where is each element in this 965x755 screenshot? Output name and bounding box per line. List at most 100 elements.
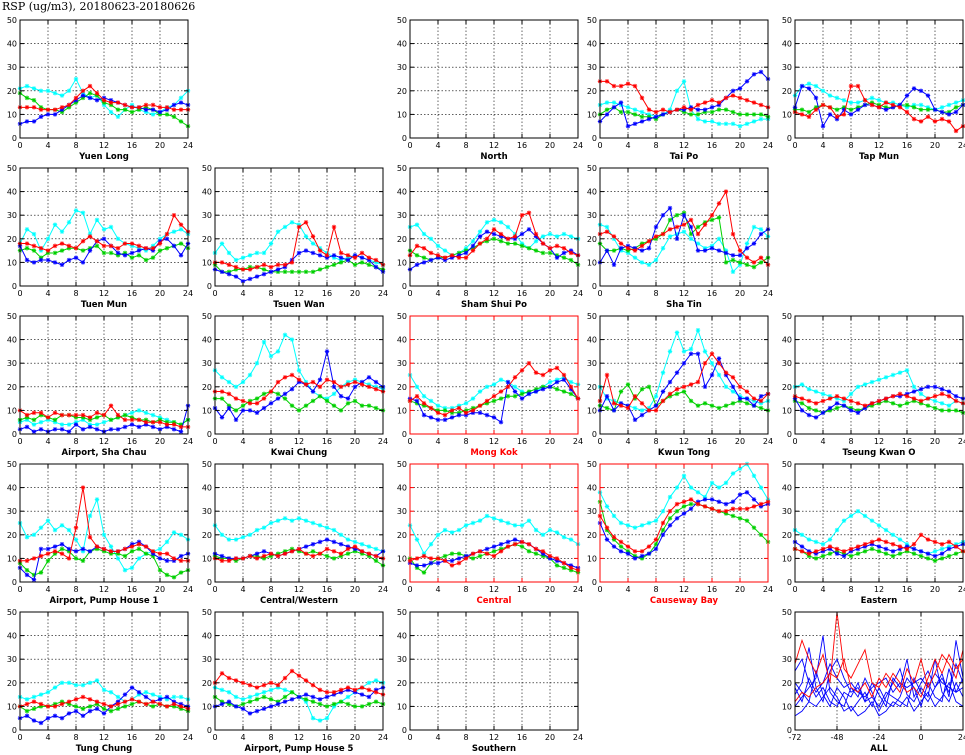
data-point — [38, 701, 44, 707]
data-point — [848, 513, 854, 519]
data-point — [498, 238, 504, 244]
data-point — [512, 542, 518, 547]
data-point — [660, 246, 666, 251]
x-tick-label: 20 — [350, 733, 360, 742]
data-point — [660, 532, 666, 537]
data-point — [632, 255, 638, 260]
data-point — [66, 429, 72, 434]
data-point — [568, 379, 574, 385]
data-point — [310, 699, 316, 704]
data-point — [38, 570, 44, 575]
data-point — [611, 83, 617, 89]
y-tick-label: 40 — [7, 336, 17, 345]
data-point — [247, 253, 253, 258]
data-point — [296, 250, 302, 256]
data-point — [31, 532, 37, 537]
data-point — [94, 706, 100, 711]
data-point — [716, 405, 722, 411]
data-point — [122, 241, 128, 246]
series-line-4 — [792, 391, 965, 408]
data-point — [716, 201, 722, 206]
y-tick-label: 40 — [587, 40, 597, 49]
data-point — [688, 485, 694, 490]
y-tick-label: 40 — [782, 40, 792, 49]
data-point — [115, 412, 121, 418]
y-tick-label: 30 — [7, 655, 17, 664]
data-point — [254, 361, 260, 366]
data-point — [681, 361, 687, 366]
y-tick-label: 50 — [782, 460, 792, 469]
data-point — [157, 105, 163, 110]
data-point — [275, 553, 281, 559]
data-point — [108, 403, 114, 408]
data-point — [827, 93, 833, 98]
data-point — [681, 213, 687, 218]
x-tick-label: 12 — [99, 733, 109, 742]
data-point — [632, 83, 638, 89]
data-point — [834, 546, 840, 552]
data-point — [904, 109, 910, 115]
y-tick-label: 40 — [782, 632, 792, 641]
data-point — [101, 706, 107, 711]
data-point — [324, 253, 330, 258]
data-point — [660, 370, 666, 375]
data-point — [373, 553, 379, 559]
data-point — [275, 396, 281, 401]
data-point — [625, 81, 631, 86]
data-point — [247, 711, 253, 716]
data-point — [758, 485, 764, 490]
data-point — [604, 224, 610, 230]
data-point — [519, 368, 525, 373]
data-point — [366, 680, 372, 685]
data-point — [59, 422, 65, 427]
data-point — [939, 105, 945, 110]
data-point — [345, 401, 351, 406]
data-point — [345, 685, 351, 690]
x-tick-label: 20 — [155, 289, 165, 298]
data-point — [435, 253, 441, 258]
y-tick-label: 30 — [587, 507, 597, 516]
data-point — [226, 272, 232, 277]
data-point — [639, 412, 645, 418]
data-point — [108, 704, 114, 709]
data-point — [813, 401, 819, 406]
x-tick-label: 8 — [653, 585, 658, 594]
data-point — [730, 231, 736, 237]
data-point — [512, 375, 518, 380]
data-point — [883, 375, 889, 380]
data-point — [604, 107, 610, 112]
data-point — [681, 79, 687, 84]
x-tick-label: 16 — [517, 437, 527, 446]
data-point — [611, 100, 617, 105]
data-point — [806, 412, 812, 418]
data-point — [261, 391, 267, 397]
data-point — [709, 403, 715, 408]
data-point — [737, 506, 743, 512]
data-point — [890, 549, 896, 554]
data-point — [505, 539, 511, 545]
data-point — [164, 112, 170, 117]
data-point — [834, 551, 840, 556]
data-point — [925, 551, 931, 556]
y-tick-label: 0 — [592, 282, 597, 291]
data-point — [136, 243, 142, 249]
data-point — [31, 243, 37, 249]
data-point — [178, 107, 184, 112]
data-point — [178, 570, 184, 575]
data-point — [730, 389, 736, 394]
data-point — [254, 401, 260, 406]
data-point — [519, 539, 525, 545]
data-point — [751, 525, 757, 530]
data-point — [911, 546, 917, 552]
y-tick-label: 10 — [7, 110, 17, 119]
data-point — [897, 370, 903, 375]
data-point — [178, 704, 184, 709]
y-tick-label: 50 — [7, 16, 17, 25]
data-point — [827, 544, 833, 549]
data-point — [338, 394, 344, 399]
data-point — [723, 384, 729, 389]
data-point — [799, 396, 805, 401]
y-tick-label: 50 — [782, 312, 792, 321]
data-point — [848, 408, 854, 413]
